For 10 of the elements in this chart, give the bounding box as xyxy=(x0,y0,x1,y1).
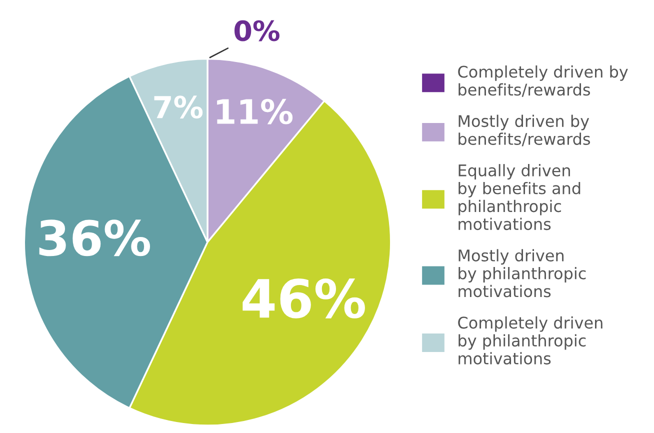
data-label: 46% xyxy=(242,278,365,318)
data-label: 11% xyxy=(217,98,293,124)
text: 0% xyxy=(234,20,280,42)
legend-label: Equally driven by benefits and philanthropic motivations xyxy=(458,164,580,230)
legend-label: Mostly driven by benefits/rewards xyxy=(458,114,590,146)
data-label: 36% xyxy=(39,220,150,256)
legend-label: Mostly driven by philanthropic motivations xyxy=(458,249,586,298)
data-label: 7% xyxy=(154,96,203,119)
legend-label: Completely driven by philanthropic motivations xyxy=(458,316,602,364)
legend-label: Completely driven by benefits/rewards xyxy=(458,65,628,97)
